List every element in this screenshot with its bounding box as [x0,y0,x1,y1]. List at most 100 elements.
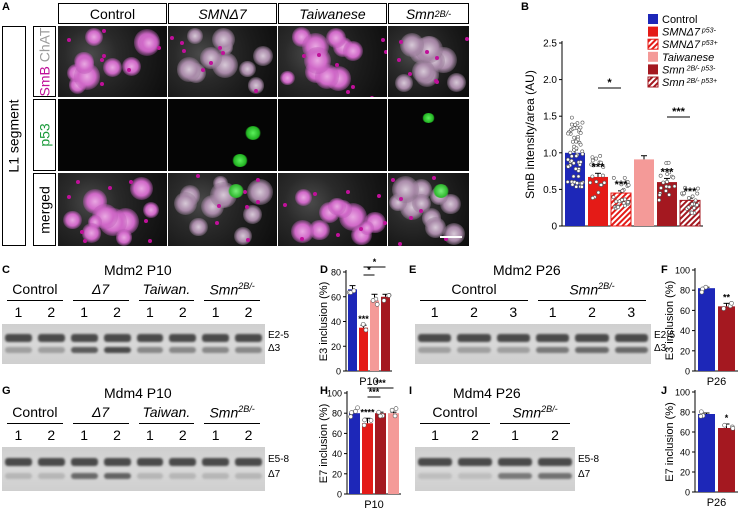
panel-letter-e: E [409,264,417,276]
nucleus-dot [100,57,105,62]
data-point [722,422,727,428]
bar-1 [348,289,357,371]
nucleus-dot [218,45,223,50]
lane-number-5: 2 [588,304,596,320]
cell-body [211,27,236,52]
nucleus-dot [147,238,152,243]
p53-positive-nucleus [421,112,436,124]
data-point [671,175,676,180]
cell-body [187,28,203,44]
micrograph-r1-c4 [388,26,469,97]
band-lower [136,472,164,479]
nucleus-dot [201,68,206,73]
row-label-chat: ChAT [36,27,53,62]
gel-image [2,447,265,491]
data-point [360,321,366,327]
lane-number-4: 2 [551,427,559,443]
nucleus-dot [396,58,401,63]
p53-positive-nucleus [232,154,249,168]
group-label-sup: 2B/- [238,281,255,291]
data-point [590,158,595,163]
lane-number-4: 1 [548,304,557,320]
band-upper [536,334,570,342]
data-point [602,180,607,185]
cell-body [280,70,295,86]
band-lower [37,472,65,479]
group-underline [420,423,490,424]
bar-1 [698,288,715,371]
nucleus-dot [399,197,404,202]
data-point [378,413,383,419]
group-label-2: Δ7 [92,281,110,297]
column-header-smn-delta7: SMNΔ7 [168,3,277,24]
lane-number-4: 2 [113,304,121,320]
band-lower [169,472,197,479]
section-label-text: L1 segment [6,99,23,173]
y-tick-label: 2.0 [543,75,557,86]
nucleus-dot [316,52,321,57]
bracket-label: * [373,258,377,267]
nucleus-dot [245,204,250,209]
group-label-4: Smn2B/- [209,404,255,421]
data-point [667,192,671,197]
significance-2: *** [592,161,606,173]
gel-title: Mdm4 P10 [104,385,172,401]
group-underline [538,300,646,301]
band-lower [103,472,131,479]
y-tick-label: 20 [332,469,342,479]
band-upper [70,458,98,466]
data-point [574,154,579,158]
band-lower [70,472,98,479]
gel-title: Mdm2 P10 [104,262,172,278]
legend-swatch [648,64,658,75]
nucleus-dot [144,218,149,223]
band-upper [235,458,262,466]
data-point [569,154,574,159]
bracket-label: *** [672,106,686,118]
significance-2: ** [723,292,731,302]
data-point [672,184,677,189]
significance-6: *** [684,186,698,198]
legend-swatch [647,76,659,88]
band-upper [37,334,65,342]
cell-body [291,220,314,244]
bar-4 [388,413,399,494]
data-point [696,186,700,191]
nucleus-dot [381,38,386,43]
data-point [353,409,358,414]
row-header-merged: merged [33,173,56,246]
data-point [665,179,669,184]
lane-number-7: 1 [211,304,220,320]
lane-number-3: 3 [509,304,518,320]
nucleus-dot [300,237,305,242]
band-lower [458,472,492,479]
cell-body [247,179,273,205]
lane-number-1: 1 [430,304,439,320]
bar-3 [375,413,386,494]
data-point [657,193,662,197]
data-point [572,135,577,140]
nucleus-dot [409,216,414,221]
data-point [579,184,584,189]
bar-2 [362,423,373,494]
data-point [664,184,669,189]
data-point [626,200,630,205]
band-upper [5,458,32,466]
cell-body [253,46,274,67]
band-label-lower: Δ7 [578,468,591,480]
group-label-2: Smn2B/- [512,404,558,421]
data-point [721,306,726,311]
data-point [566,164,571,169]
legend-label-3: SMNΔ7 p53+ [662,39,718,51]
data-point [661,180,666,185]
group-underline [72,423,129,424]
data-point [729,300,734,306]
data-point [571,161,576,166]
y-axis-label: E7 inclusion (%) [318,404,330,483]
nucleus-dot [215,220,220,225]
bar-4 [634,159,654,226]
y-tick-label: 1.0 [543,148,557,159]
micrograph-r2-c3 [278,99,387,171]
cell-body [425,216,447,238]
panel-letter-i: I [409,385,413,397]
